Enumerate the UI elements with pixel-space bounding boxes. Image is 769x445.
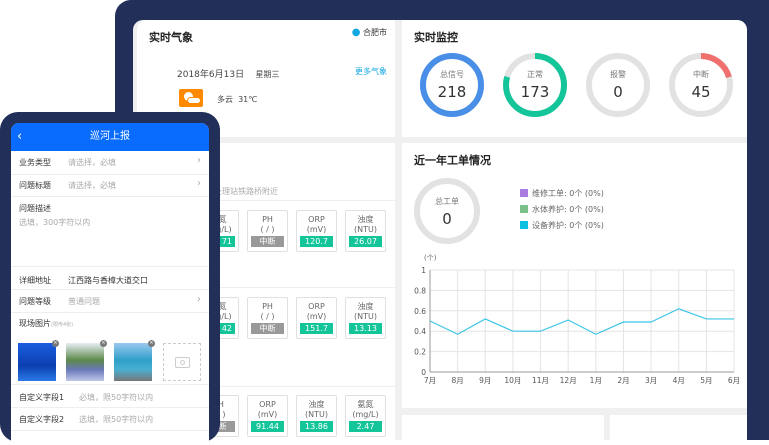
x-tick-label: 12月	[560, 376, 577, 385]
y-axis-unit: (个)	[424, 254, 437, 262]
divider	[197, 287, 395, 288]
y-tick-label: 0.6	[414, 307, 426, 316]
weather-date: 2018年6月13日 星期三	[177, 67, 280, 80]
sensor-card[interactable]: ORP (mV) 91.44	[247, 395, 288, 437]
more-weather-link[interactable]: 更多气象	[355, 66, 387, 77]
remove-photo-icon[interactable]: ×	[148, 340, 155, 347]
sensor-value: 13.86	[300, 421, 333, 432]
issue-description-field[interactable]: 问题描述 选填，300字符以内	[11, 197, 209, 267]
station-label: 处理站铁路桥附近	[214, 186, 278, 197]
location-pin-icon: ●	[352, 27, 361, 38]
sensor-value: 26.07	[349, 236, 382, 247]
x-tick-label: 3月	[645, 376, 657, 385]
sensor-value: 151.7	[300, 323, 333, 334]
monitor-title: 实时监控	[414, 29, 458, 45]
y-tick-label: 0.2	[414, 348, 426, 357]
chevron-right-icon: ›	[197, 294, 201, 305]
issue-title-field[interactable]: 问题标题 请选择，必填 ›	[11, 175, 209, 197]
x-tick-label: 1月	[590, 376, 602, 385]
phone-screen: ‹ 巡河上报 业务类型 请选择，必填 › 问题标题 请选择，必填 › 问题描述 …	[11, 123, 209, 443]
photo-thumbnail[interactable]: ×	[114, 343, 152, 381]
sensor-value: 中断	[251, 236, 284, 247]
issue-level-field[interactable]: 问题等级 普通问题 ›	[11, 290, 209, 313]
sensor-card[interactable]: 浊度 (NTU) 26.07	[345, 210, 386, 252]
sensor-card[interactable]: 氨氮 (mg/L) 2.47	[345, 395, 386, 437]
business-type-field[interactable]: 业务类型 请选择，必填 ›	[11, 151, 209, 175]
x-tick-label: 6月	[728, 376, 740, 385]
sensor-card[interactable]: PH ( / ) 中断	[247, 297, 288, 339]
sensor-card[interactable]: 浊度 (NTU) 13.86	[296, 395, 337, 437]
divider	[197, 386, 395, 387]
chevron-right-icon: ›	[197, 178, 201, 189]
sensor-value: 120.7	[300, 236, 333, 247]
sensor-card[interactable]: 浊度 (NTU) 13.13	[345, 297, 386, 339]
dashboard-screen: 实时气象 ● 合肥市 2018年6月13日 星期三 更多气象 多云 31℃ 实时…	[133, 20, 747, 440]
workorder-card: 近一年工单情况 总工单 0 维修工单: 0个 (0%) 水体养护: 0个 (0%)…	[402, 143, 747, 408]
series-line	[430, 309, 734, 335]
ring-label: 报警	[583, 69, 653, 80]
monitor-ring[interactable]: 正常 173	[500, 50, 570, 120]
monitor-card: 实时监控 总信号 218 正常 173 报警 0 中断 45	[402, 20, 747, 137]
remove-photo-icon[interactable]: ×	[52, 340, 59, 347]
sensor-value: 2.47	[349, 421, 382, 432]
total-workorder-ring: 总工单 0	[413, 177, 481, 245]
location[interactable]: ● 合肥市	[352, 27, 387, 38]
legend-item: 水体养护: 0个 (0%)	[520, 204, 604, 215]
ring-label: 正常	[500, 69, 570, 80]
ring-label: 总信号	[417, 69, 487, 80]
weather-condition: 多云 31℃	[217, 94, 257, 105]
sensor-value: 13.13	[349, 323, 382, 334]
x-tick-label: 11月	[532, 376, 549, 385]
ring-value: 0	[583, 83, 653, 101]
workorder-title: 近一年工单情况	[414, 152, 491, 168]
phone-frame: ‹ 巡河上报 业务类型 请选择，必填 › 问题标题 请选择，必填 › 问题描述 …	[0, 112, 220, 442]
x-tick-label: 7月	[424, 376, 436, 385]
ring-value: 173	[500, 83, 570, 101]
y-tick-label: 1	[421, 266, 426, 275]
legend-item: 设备养护: 0个 (0%)	[520, 220, 604, 231]
x-tick-label: 4月	[673, 376, 685, 385]
sensor-card[interactable]: ORP (mV) 151.7	[296, 297, 337, 339]
sensor-value: 91.44	[251, 421, 284, 432]
divider	[197, 200, 395, 201]
monitor-ring[interactable]: 报警 0	[583, 50, 653, 120]
y-tick-label: 0.4	[414, 327, 426, 336]
monitor-ring[interactable]: 中断 45	[666, 50, 736, 120]
remove-photo-icon[interactable]: ×	[100, 340, 107, 347]
legend-item: 维修工单: 0个 (0%)	[520, 188, 604, 199]
photo-thumbnail[interactable]: ×	[66, 343, 104, 381]
legend-swatch	[520, 189, 528, 197]
monitor-ring[interactable]: 总信号 218	[417, 50, 487, 120]
sensor-card[interactable]: ORP (mV) 120.7	[296, 210, 337, 252]
y-tick-label: 0.8	[414, 286, 426, 295]
x-tick-label: 10月	[504, 376, 521, 385]
weather-title: 实时气象	[149, 29, 193, 45]
legend-swatch	[520, 221, 528, 229]
back-arrow-icon[interactable]: ‹	[17, 123, 22, 151]
sensor-value: 中断	[251, 323, 284, 334]
x-tick-label: 2月	[617, 376, 629, 385]
legend-swatch	[520, 205, 528, 213]
x-tick-label: 8月	[451, 376, 463, 385]
sensor-card[interactable]: PH ( / ) 中断	[247, 210, 288, 252]
camera-icon	[175, 357, 190, 368]
ring-value: 45	[666, 83, 736, 101]
partly-cloudy-icon	[179, 89, 203, 107]
chevron-right-icon: ›	[197, 155, 201, 166]
ring-label: 中断	[666, 69, 736, 80]
x-tick-label: 5月	[700, 376, 712, 385]
add-photo-button[interactable]	[163, 343, 201, 381]
phone-header: ‹ 巡河上报	[11, 123, 209, 151]
ring-value: 218	[417, 83, 487, 101]
x-tick-label: 9月	[479, 376, 491, 385]
custom-field-1[interactable]: 自定义字段1 必填，限50字符以内	[11, 385, 209, 408]
address-field[interactable]: 详细地址 江西路与香樟大道交口	[11, 267, 209, 290]
phone-title: 巡河上报	[90, 131, 130, 142]
photo-thumbnail[interactable]: ×	[18, 343, 56, 381]
